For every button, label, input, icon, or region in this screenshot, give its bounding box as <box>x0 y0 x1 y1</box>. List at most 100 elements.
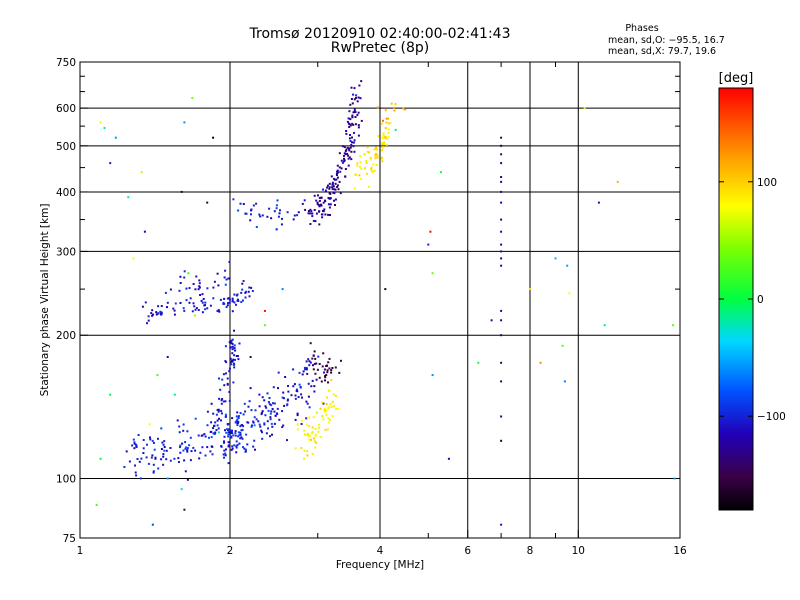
echo-point <box>296 390 299 393</box>
echo-point <box>360 119 363 122</box>
echo-point <box>230 341 233 344</box>
echo-point <box>348 110 351 113</box>
echo-point <box>273 210 276 213</box>
echo-point <box>138 460 141 463</box>
echo-point <box>276 199 279 202</box>
echo-point <box>228 370 231 373</box>
echo-point <box>269 412 272 415</box>
echo-point <box>341 161 344 164</box>
echo-point <box>343 157 345 160</box>
echo-point <box>103 127 106 129</box>
echo-point <box>376 154 379 157</box>
echo-point <box>314 372 317 375</box>
echo-point <box>131 444 134 447</box>
echo-point <box>318 423 321 426</box>
echo-point <box>313 390 316 393</box>
echo-point <box>332 393 335 396</box>
echo-point <box>490 319 493 322</box>
echo-point <box>114 136 117 139</box>
echo-point <box>231 297 234 300</box>
echo-point <box>201 301 204 304</box>
echo-point <box>169 459 172 462</box>
echo-point <box>313 350 316 353</box>
echo-point <box>192 446 195 449</box>
echo-point <box>293 214 296 217</box>
echo-point <box>231 417 234 420</box>
echo-point <box>133 441 136 444</box>
echo-point <box>331 367 334 369</box>
echo-point <box>331 183 334 186</box>
echo-point <box>252 204 255 207</box>
echo-point <box>358 174 361 177</box>
echo-point <box>292 368 295 371</box>
echo-point <box>191 97 194 99</box>
echo-point <box>296 414 299 417</box>
echo-point <box>218 310 221 313</box>
echo-point <box>354 116 357 118</box>
echo-point <box>237 422 239 425</box>
echo-point <box>244 296 247 299</box>
echo-point <box>233 329 235 332</box>
echo-point <box>327 361 330 364</box>
echo-point <box>322 188 324 191</box>
echo-point <box>275 204 278 207</box>
echo-point <box>385 138 388 140</box>
echo-point <box>230 360 233 363</box>
echo-point <box>372 163 375 166</box>
echo-point <box>329 197 332 200</box>
echo-point <box>308 364 311 367</box>
echo-point <box>335 408 338 410</box>
echo-point <box>268 403 271 406</box>
echo-point <box>231 348 234 351</box>
echo-point <box>286 211 289 214</box>
echo-point <box>224 413 227 416</box>
echo-point <box>325 413 328 416</box>
echo-point <box>183 459 186 462</box>
echo-point <box>279 209 281 212</box>
echo-point <box>241 299 244 302</box>
echo-point <box>142 452 145 454</box>
echo-point <box>258 405 261 408</box>
echo-point <box>135 443 137 446</box>
echo-point <box>345 130 348 132</box>
echo-point <box>189 459 192 462</box>
echo-point <box>229 435 232 438</box>
echo-point <box>381 122 384 125</box>
y-tick-label: 600 <box>56 103 76 115</box>
echo-point <box>237 431 240 434</box>
echo-point <box>235 451 238 454</box>
echo-point <box>269 435 271 438</box>
echo-point <box>242 203 245 205</box>
y-tick-label: 75 <box>63 533 76 545</box>
echo-point <box>320 196 323 199</box>
echo-point <box>217 309 220 312</box>
echo-point <box>253 416 256 419</box>
echo-point <box>292 385 295 388</box>
echo-point <box>281 288 284 291</box>
echo-point <box>185 446 188 449</box>
echo-point <box>317 355 320 358</box>
echo-point <box>254 409 257 412</box>
echo-point <box>223 297 226 300</box>
echo-point <box>347 157 350 160</box>
echo-point <box>218 417 220 420</box>
echo-point <box>212 136 215 139</box>
echo-point <box>243 402 246 405</box>
echo-point <box>344 153 347 156</box>
echo-point <box>338 152 341 155</box>
echo-point <box>431 374 434 376</box>
echo-point <box>316 368 319 371</box>
echo-point <box>316 201 319 204</box>
echo-point <box>151 309 154 312</box>
echo-point <box>213 432 216 435</box>
echo-point <box>128 460 131 463</box>
echo-point <box>315 441 318 444</box>
echo-point <box>333 199 335 202</box>
echo-point <box>254 448 256 451</box>
echo-point <box>283 397 285 400</box>
echo-point <box>194 288 197 291</box>
echo-point <box>160 305 163 307</box>
echo-point <box>331 181 334 184</box>
echo-point <box>227 444 230 447</box>
echo-point <box>173 457 176 460</box>
